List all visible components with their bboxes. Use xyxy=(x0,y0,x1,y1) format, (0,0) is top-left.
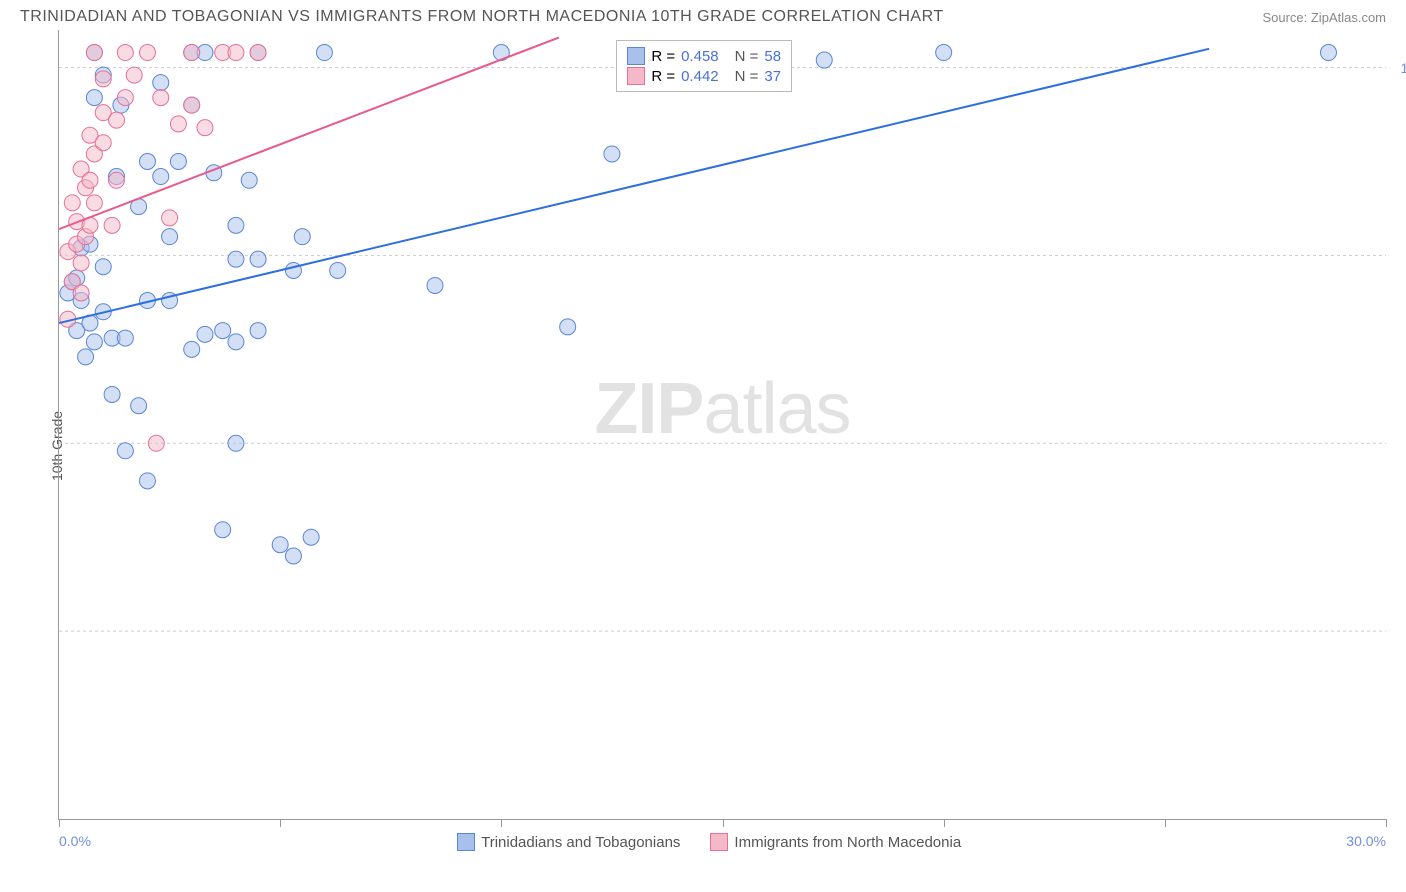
data-point xyxy=(104,217,120,233)
trend-line xyxy=(59,38,559,230)
data-point xyxy=(170,116,186,132)
x-tick xyxy=(59,819,60,827)
data-point xyxy=(153,90,169,106)
data-point xyxy=(816,52,832,68)
data-point xyxy=(303,529,319,545)
x-tick xyxy=(1386,819,1387,827)
chart-title: TRINIDADIAN AND TOBAGONIAN VS IMMIGRANTS… xyxy=(20,8,944,26)
data-point xyxy=(241,172,257,188)
data-point xyxy=(250,251,266,267)
x-axis-max-label: 30.0% xyxy=(1346,833,1386,849)
data-point xyxy=(228,217,244,233)
data-point xyxy=(117,330,133,346)
data-point xyxy=(228,435,244,451)
x-tick xyxy=(1165,819,1166,827)
data-point xyxy=(604,146,620,162)
data-point xyxy=(139,154,155,170)
legend-swatch xyxy=(710,833,728,851)
data-point xyxy=(197,120,213,136)
data-point xyxy=(73,285,89,301)
series-legend: Trinidadians and Tobagonians Immigrants f… xyxy=(457,833,961,851)
data-point xyxy=(117,443,133,459)
legend-swatch xyxy=(457,833,475,851)
x-tick xyxy=(723,819,724,827)
data-point xyxy=(73,255,89,271)
n-value: 37 xyxy=(764,68,781,85)
correlation-legend: R = 0.458 N = 58 R = 0.442 N = 37 xyxy=(616,40,792,92)
data-point xyxy=(250,45,266,61)
data-point xyxy=(95,135,111,151)
data-point xyxy=(427,277,443,293)
r-value: 0.458 xyxy=(681,48,719,65)
data-point xyxy=(139,45,155,61)
data-point xyxy=(95,259,111,275)
data-point xyxy=(184,97,200,113)
data-point xyxy=(95,71,111,87)
data-point xyxy=(126,67,142,83)
data-point xyxy=(78,349,94,365)
data-point xyxy=(86,334,102,350)
data-point xyxy=(936,45,952,61)
data-point xyxy=(170,154,186,170)
x-axis-min-label: 0.0% xyxy=(59,833,91,849)
data-point xyxy=(215,522,231,538)
data-point xyxy=(86,45,102,61)
legend-row: R = 0.458 N = 58 xyxy=(627,47,781,65)
data-point xyxy=(560,319,576,335)
data-point xyxy=(109,112,125,128)
data-point xyxy=(285,548,301,564)
legend-swatch xyxy=(627,47,645,65)
data-point xyxy=(104,386,120,402)
data-point xyxy=(228,251,244,267)
data-point xyxy=(153,169,169,185)
data-point xyxy=(184,341,200,357)
data-point xyxy=(215,323,231,339)
data-point xyxy=(117,45,133,61)
data-point xyxy=(86,195,102,211)
source-label: Source: ZipAtlas.com xyxy=(1262,10,1386,25)
legend-label: Trinidadians and Tobagonians xyxy=(481,834,680,851)
data-point xyxy=(109,172,125,188)
data-point xyxy=(162,210,178,226)
data-point xyxy=(131,398,147,414)
legend-item: Trinidadians and Tobagonians xyxy=(457,833,680,851)
x-tick xyxy=(280,819,281,827)
chart-area: ZIPatlas R =0.458N =58R =0.442N =37 0.0%… xyxy=(58,30,1386,820)
data-point xyxy=(139,473,155,489)
data-point xyxy=(184,45,200,61)
data-point xyxy=(250,323,266,339)
data-point xyxy=(228,45,244,61)
n-label: N = xyxy=(735,68,759,85)
data-point xyxy=(148,435,164,451)
data-point xyxy=(64,195,80,211)
legend-item: Immigrants from North Macedonia xyxy=(710,833,961,851)
x-tick xyxy=(501,819,502,827)
data-point xyxy=(82,172,98,188)
data-point xyxy=(228,334,244,350)
data-point xyxy=(86,90,102,106)
n-value: 58 xyxy=(764,48,781,65)
r-value: 0.442 xyxy=(681,68,719,85)
n-label: N = xyxy=(735,48,759,65)
legend-swatch xyxy=(627,67,645,85)
data-point xyxy=(272,537,288,553)
data-point xyxy=(294,229,310,245)
data-point xyxy=(162,229,178,245)
data-point xyxy=(1320,45,1336,61)
data-point xyxy=(330,262,346,278)
data-point xyxy=(197,326,213,342)
r-label: R = xyxy=(651,48,675,65)
watermark: ZIPatlas xyxy=(594,368,850,450)
data-point xyxy=(117,90,133,106)
x-tick xyxy=(944,819,945,827)
legend-label: Immigrants from North Macedonia xyxy=(734,834,961,851)
y-tick-label: 100.0% xyxy=(1401,60,1406,76)
data-point xyxy=(316,45,332,61)
legend-row: R = 0.442 N = 37 xyxy=(627,67,781,85)
r-label: R = xyxy=(651,68,675,85)
data-point xyxy=(153,75,169,91)
